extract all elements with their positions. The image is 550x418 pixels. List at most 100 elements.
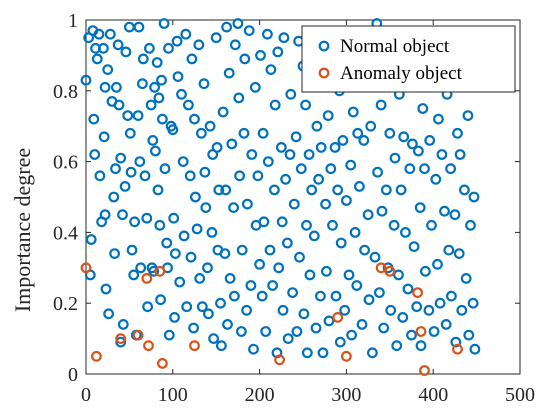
data-point <box>168 212 180 224</box>
data-point <box>404 163 416 175</box>
data-point <box>156 358 168 369</box>
data-point <box>262 28 273 40</box>
data-point <box>282 333 294 345</box>
data-point <box>113 99 125 111</box>
data-point <box>469 343 481 355</box>
data-point <box>325 163 337 175</box>
data-point <box>467 297 479 309</box>
data-point <box>249 81 261 93</box>
data-point <box>290 131 302 143</box>
data-point <box>462 110 474 121</box>
data-point <box>465 219 476 231</box>
y-tick-label: 0.6 <box>53 152 78 174</box>
data-point <box>154 219 166 231</box>
data-point <box>202 262 213 274</box>
data-point <box>151 57 163 68</box>
data-point <box>119 180 131 192</box>
data-point <box>163 42 174 54</box>
data-point <box>395 184 407 196</box>
data-point <box>177 156 189 168</box>
data-point <box>284 149 296 160</box>
x-tick-label: 100 <box>158 384 188 406</box>
data-point <box>115 336 127 348</box>
data-point <box>375 99 387 111</box>
data-point <box>411 301 423 313</box>
data-point <box>154 265 166 277</box>
data-point <box>257 127 269 139</box>
axes: 0 100 200 300 400 500 0 0.2 0.4 0.6 0.8 1 <box>53 10 535 406</box>
data-point <box>98 131 110 143</box>
data-point <box>147 134 159 146</box>
data-point <box>327 219 338 231</box>
data-point <box>156 74 167 86</box>
data-point <box>193 39 205 51</box>
data-point <box>172 71 184 82</box>
data-point <box>189 191 201 203</box>
data-point <box>233 92 245 104</box>
data-point <box>110 163 121 175</box>
data-point <box>275 141 287 153</box>
data-point <box>174 276 186 288</box>
data-point <box>189 113 200 125</box>
data-points <box>80 18 481 376</box>
data-point <box>452 127 463 139</box>
data-point <box>369 251 381 263</box>
data-point <box>329 141 341 153</box>
data-point <box>80 262 92 274</box>
data-point <box>220 184 232 196</box>
data-point <box>452 343 463 355</box>
data-point <box>208 333 220 345</box>
data-point <box>415 326 427 337</box>
data-point <box>260 326 272 337</box>
data-point <box>210 32 222 44</box>
data-point <box>228 290 240 302</box>
data-point <box>228 202 240 214</box>
data-point <box>256 290 268 302</box>
data-point <box>354 180 365 192</box>
data-point <box>439 205 450 217</box>
data-point <box>365 120 377 132</box>
data-point <box>432 258 443 270</box>
data-point <box>115 333 127 345</box>
data-point <box>272 46 284 58</box>
data-point <box>450 336 462 348</box>
data-point <box>243 25 255 36</box>
data-point <box>393 269 404 281</box>
data-point <box>298 308 310 320</box>
data-point <box>91 53 103 65</box>
data-point <box>278 32 290 44</box>
data-point <box>202 308 214 320</box>
data-point <box>115 152 127 164</box>
data-point <box>232 18 244 29</box>
data-point <box>117 209 128 221</box>
data-point <box>255 50 266 61</box>
data-point <box>163 329 175 341</box>
data-point <box>188 322 200 334</box>
data-point <box>415 340 427 352</box>
data-point <box>221 21 233 33</box>
data-point <box>440 319 452 330</box>
data-point <box>315 290 326 302</box>
data-point <box>110 81 122 93</box>
data-point <box>398 131 410 143</box>
data-point <box>413 145 424 157</box>
y-tick-label: 0.2 <box>53 293 78 315</box>
data-point <box>303 149 315 160</box>
data-point <box>280 173 292 185</box>
data-point <box>277 304 289 316</box>
series-anomaly-object <box>80 262 463 376</box>
legend-label: Anomaly object <box>340 63 463 84</box>
data-point <box>125 166 137 178</box>
data-point <box>311 120 323 132</box>
data-point <box>248 343 259 355</box>
x-tick-label: 400 <box>418 384 448 406</box>
data-point <box>419 163 430 175</box>
data-point <box>103 308 114 320</box>
y-tick-label: 0 <box>68 364 78 386</box>
data-point <box>285 88 297 100</box>
data-point <box>80 74 92 86</box>
data-point <box>380 184 392 196</box>
data-point <box>430 173 442 185</box>
y-tick-label: 1 <box>68 10 78 32</box>
